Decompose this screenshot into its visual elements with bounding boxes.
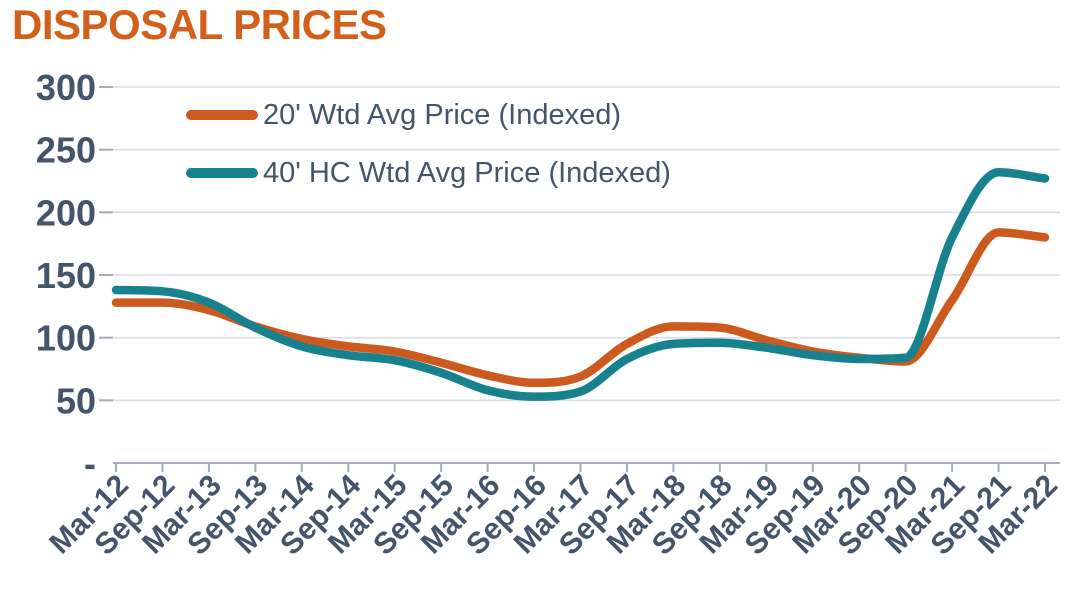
y-tick-label: 150 — [36, 255, 96, 296]
chart-legend: 20' Wtd Avg Price (Indexed) 40' HC Wtd A… — [186, 99, 671, 189]
legend-swatch-20ft-line — [186, 110, 258, 120]
y-tick-label: 100 — [36, 318, 96, 359]
y-tick-label: 250 — [36, 130, 96, 171]
legend-label-20ft: 20' Wtd Avg Price (Indexed) — [263, 99, 622, 131]
y-tick-label: 200 — [36, 192, 96, 233]
y-tick-label: 300 — [36, 67, 96, 108]
legend-item-40ft: 40' HC Wtd Avg Price (Indexed) — [186, 157, 671, 189]
legend-label-40ft: 40' HC Wtd Avg Price (Indexed) — [263, 157, 671, 189]
chart-title: DISPOSAL PRICES — [12, 1, 387, 48]
y-tick-label: 50 — [56, 380, 96, 421]
y-tick-label: - — [84, 443, 96, 484]
legend-swatch-40ft-line — [186, 168, 258, 178]
legend-item-20ft: 20' Wtd Avg Price (Indexed) — [186, 99, 671, 131]
series-line-40ft — [111, 167, 1050, 401]
